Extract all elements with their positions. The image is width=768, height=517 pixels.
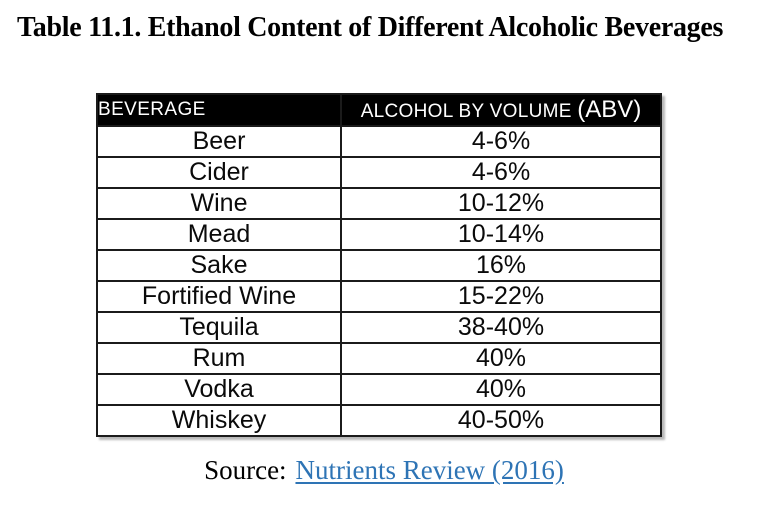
table-caption: Table 11.1. Ethanol Content of Different…: [17, 12, 724, 43]
table-row: Tequila 38-40%: [96, 311, 662, 344]
abv-table: BEVERAGE ALCOHOL BY VOLUME (ABV) Beer 4-…: [96, 93, 662, 437]
table-row: Sake 16%: [96, 249, 662, 282]
abv-cell: 40%: [340, 342, 662, 375]
table-row: Fortified Wine 15-22%: [96, 280, 662, 313]
source-link[interactable]: Nutrients Review (2016): [295, 455, 564, 485]
abv-cell: 40%: [340, 373, 662, 406]
abv-cell: 4-6%: [340, 156, 662, 189]
header-row: BEVERAGE ALCOHOL BY VOLUME (ABV): [96, 93, 662, 127]
abv-cell: 10-12%: [340, 187, 662, 220]
source-prefix: Source:: [204, 455, 287, 485]
abv-cell: 10-14%: [340, 218, 662, 251]
abv-header-abbrev: (ABV): [577, 96, 642, 123]
beverage-cell: Tequila: [96, 311, 342, 344]
abv-header-text: ALCOHOL BY VOLUME: [360, 101, 572, 122]
abv-cell: 40-50%: [340, 404, 662, 437]
table-row: Beer 4-6%: [96, 125, 662, 158]
abv-cell: 15-22%: [340, 280, 662, 313]
beverage-cell: Beer: [96, 125, 342, 158]
beverage-cell: Rum: [96, 342, 342, 375]
beverage-cell: Sake: [96, 249, 342, 282]
beverage-cell: Cider: [96, 156, 342, 189]
abv-column-header: ALCOHOL BY VOLUME (ABV): [340, 93, 662, 127]
table-row: Whiskey 40-50%: [96, 404, 662, 437]
abv-cell: 38-40%: [340, 311, 662, 344]
abv-cell: 4-6%: [340, 125, 662, 158]
beverage-column-header: BEVERAGE: [96, 93, 342, 127]
beverage-cell: Mead: [96, 218, 342, 251]
table-row: Wine 10-12%: [96, 187, 662, 220]
beverage-cell: Whiskey: [96, 404, 342, 437]
table-row: Rum 40%: [96, 342, 662, 375]
beverage-cell: Fortified Wine: [96, 280, 342, 313]
beverage-cell: Wine: [96, 187, 342, 220]
source-line: Source: Nutrients Review (2016): [0, 455, 768, 486]
table-row: Cider 4-6%: [96, 156, 662, 189]
beverage-cell: Vodka: [96, 373, 342, 406]
table-row: Vodka 40%: [96, 373, 662, 406]
table-row: Mead 10-14%: [96, 218, 662, 251]
abv-cell: 16%: [340, 249, 662, 282]
